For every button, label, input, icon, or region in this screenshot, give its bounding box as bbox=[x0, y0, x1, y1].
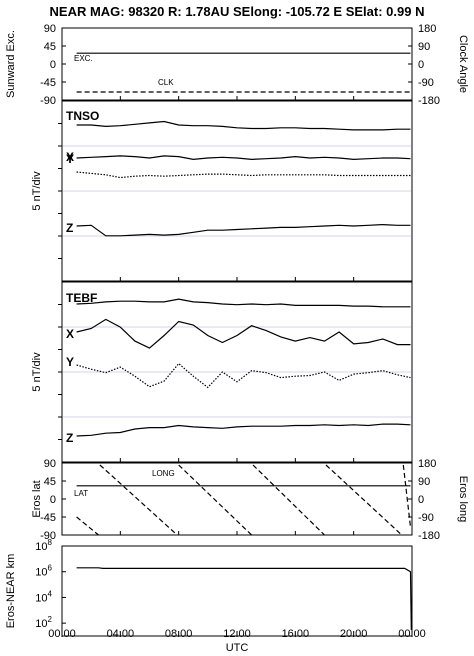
eros-long-segment bbox=[178, 464, 253, 536]
x-tick-label: 20:00 bbox=[340, 628, 368, 640]
sunward-ylabel: Sunward Exc. bbox=[5, 30, 17, 98]
x-axis-label: UTC bbox=[226, 642, 249, 654]
exc-annotation: EXC. bbox=[74, 54, 93, 63]
eros-y2tick-label: -90 bbox=[418, 512, 434, 524]
eros-y2tick-label: 90 bbox=[418, 476, 430, 488]
sunward-y2tick-label: -90 bbox=[418, 77, 434, 89]
chart-marks: 00:00 04:00 08:00 12:00 16:00 20:00 00:00 90 45 0… bbox=[35, 23, 440, 640]
tebf-t-line bbox=[76, 298, 411, 308]
eros-long-segment bbox=[76, 516, 99, 536]
tnso-ylabel: 5 nT/div bbox=[31, 171, 43, 211]
panel-distance-frame bbox=[61, 545, 413, 637]
distance-ytick-label: 104 bbox=[35, 589, 52, 604]
tebf-panel-label: TEBF bbox=[66, 291, 97, 305]
long-annotation: LONG bbox=[152, 469, 175, 478]
x-tick-label: 00:00 bbox=[398, 628, 426, 640]
sunward-ytick-label: 90 bbox=[44, 23, 56, 35]
sunward-y2tick-label: 0 bbox=[418, 59, 424, 71]
tebf-z-label: Z bbox=[66, 431, 73, 445]
x-tick-label: 16:00 bbox=[282, 628, 310, 640]
eros-ytick-label: 45 bbox=[44, 476, 56, 488]
distance-ylabel: Eros-NEAR km bbox=[5, 554, 17, 629]
lat-annotation: LAT bbox=[74, 489, 88, 498]
tebf-x-label: X bbox=[66, 327, 74, 341]
tnso-z-label: Z bbox=[66, 221, 73, 235]
tebf-x-line bbox=[76, 318, 411, 349]
eros-y2tick-label: -180 bbox=[418, 530, 440, 542]
tnso-z-line bbox=[76, 223, 411, 237]
tnso-x-label: X bbox=[66, 150, 74, 164]
x-tick-label: 04:00 bbox=[107, 628, 135, 640]
eros-long-segment bbox=[99, 464, 178, 536]
tebf-ylabel: 5 nT/div bbox=[31, 352, 43, 392]
sunward-ytick-label: 0 bbox=[50, 59, 56, 71]
tnso-y-label: Y bbox=[66, 152, 74, 166]
tebf-y-line bbox=[76, 362, 411, 389]
tnso-y-line bbox=[76, 171, 411, 179]
distance-ytick-label: 106 bbox=[35, 564, 52, 579]
distance-line bbox=[76, 567, 412, 630]
eros-long-segment bbox=[402, 464, 412, 528]
clock-angle-ylabel: Clock Angle bbox=[457, 35, 469, 93]
eros-y2tick-label: 180 bbox=[418, 458, 436, 470]
distance-ytick-label: 108 bbox=[35, 538, 52, 553]
sunward-y2tick-label: -180 bbox=[418, 95, 440, 107]
tebf-z-line bbox=[76, 423, 411, 437]
sunward-ytick-label: -45 bbox=[40, 77, 56, 89]
eros-ytick-label: -45 bbox=[40, 512, 56, 524]
sunward-y2tick-label: 90 bbox=[418, 41, 430, 53]
sunward-y2tick-label: 180 bbox=[418, 23, 436, 35]
x-tick-label: 12:00 bbox=[223, 628, 251, 640]
tnso-t-line bbox=[76, 120, 411, 131]
tnso-x-line bbox=[76, 155, 411, 161]
eros-ytick-label: -90 bbox=[40, 530, 56, 542]
eros-long-ylabel: Eros long bbox=[457, 476, 469, 522]
panel-eros-frame bbox=[61, 462, 413, 536]
x-tick-label: 08:00 bbox=[165, 628, 193, 640]
sunward-ytick-label: 45 bbox=[44, 41, 56, 53]
panel-sunward-frame bbox=[61, 27, 413, 101]
clk-annotation: CLK bbox=[158, 78, 174, 87]
eros-y2tick-label: 0 bbox=[418, 494, 424, 506]
tebf-y-label: Y bbox=[66, 355, 74, 369]
eros-ytick-label: 0 bbox=[50, 494, 56, 506]
eros-long-segment bbox=[252, 464, 325, 536]
figure-title: NEAR MAG: 98320 R: 1.78AU SElong: -105.7… bbox=[50, 4, 425, 19]
eros-lat-ylabel: Eros lat bbox=[31, 480, 43, 517]
tnso-panel-label: TNSO bbox=[66, 109, 99, 123]
eros-long-segment bbox=[325, 464, 403, 536]
eros-ytick-label: 90 bbox=[44, 458, 56, 470]
x-tick-label: 00:00 bbox=[48, 628, 76, 640]
sunward-ytick-label: -90 bbox=[40, 95, 56, 107]
